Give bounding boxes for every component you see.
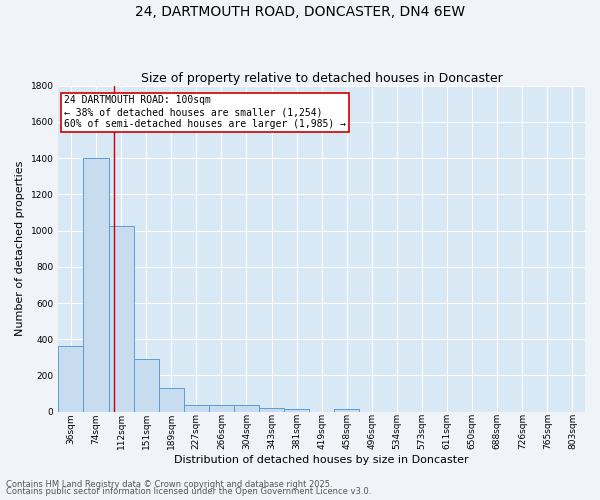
Title: Size of property relative to detached houses in Doncaster: Size of property relative to detached ho… [141, 72, 503, 85]
Bar [83, 158, 109, 411]
Bar [234, 405, 259, 411]
X-axis label: Distribution of detached houses by size in Doncaster: Distribution of detached houses by size … [175, 455, 469, 465]
Y-axis label: Number of detached properties: Number of detached properties [15, 161, 25, 336]
Text: 24, DARTMOUTH ROAD, DONCASTER, DN4 6EW: 24, DARTMOUTH ROAD, DONCASTER, DN4 6EW [135, 5, 465, 19]
Bar [259, 408, 284, 412]
Bar [209, 406, 234, 411]
Text: 24 DARTMOUTH ROAD: 100sqm
← 38% of detached houses are smaller (1,254)
60% of se: 24 DARTMOUTH ROAD: 100sqm ← 38% of detac… [64, 96, 346, 128]
Bar [159, 388, 184, 411]
Bar [134, 359, 159, 412]
Bar [334, 409, 359, 412]
Text: Contains public sector information licensed under the Open Government Licence v3: Contains public sector information licen… [6, 487, 371, 496]
Bar [284, 409, 309, 412]
Bar [184, 405, 209, 411]
Bar [109, 226, 134, 412]
Bar [58, 346, 83, 412]
Text: Contains HM Land Registry data © Crown copyright and database right 2025.: Contains HM Land Registry data © Crown c… [6, 480, 332, 489]
